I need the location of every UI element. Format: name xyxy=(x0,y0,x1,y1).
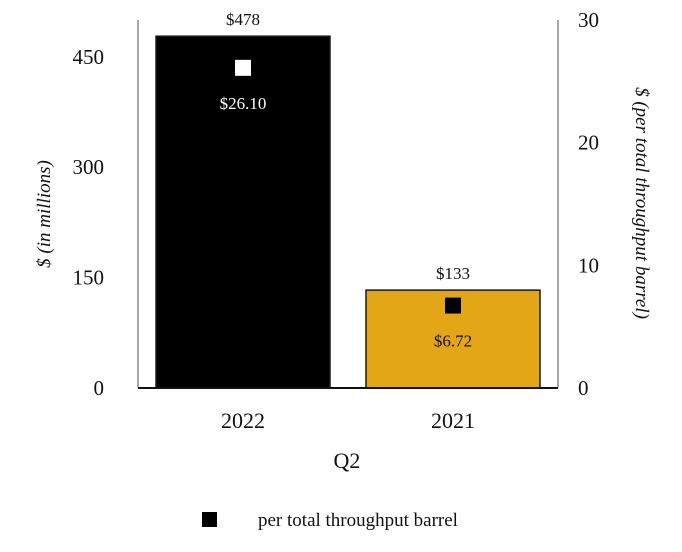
y2-tick-label: 20 xyxy=(578,131,599,155)
y-tick-label: 0 xyxy=(94,376,105,400)
markers-layer xyxy=(235,59,461,314)
y-tick-label: 450 xyxy=(73,45,105,69)
x-axis-label: Q2 xyxy=(334,448,361,473)
legend-label: per total throughput barrel xyxy=(258,510,458,531)
marker-value-label-2021: $6.72 xyxy=(434,332,472,351)
legend-marker-square xyxy=(202,512,217,527)
x-tick-label-2022: 2022 xyxy=(221,408,265,433)
marker-value-label-2022: $26.10 xyxy=(220,94,267,113)
y2-tick-label: 30 xyxy=(578,8,599,32)
y-axis-label: $ (in millions) xyxy=(34,160,55,268)
y2-tick-label: 0 xyxy=(578,376,589,400)
bar-value-label-2022: $478 xyxy=(226,10,260,29)
bars-layer xyxy=(155,35,541,389)
bar-value-label-2021: $133 xyxy=(436,264,470,283)
y-tick-label: 300 xyxy=(73,155,105,179)
y-tick-label: 150 xyxy=(73,266,105,290)
labels-layer: $478 $26.10 2022 $133 $6.72 2021 xyxy=(220,10,475,433)
y2-tick-label: 10 xyxy=(578,253,599,277)
legend: per total throughput barrel xyxy=(202,510,458,531)
axes-layer: 0 150 300 450 0 10 20 30 xyxy=(73,8,600,400)
y2-axis-label: $ (per total throughput barrel) xyxy=(631,87,652,319)
bar-2022 xyxy=(155,35,331,389)
marker-2021 xyxy=(445,297,461,314)
marker-2022 xyxy=(235,59,251,76)
x-tick-label-2021: 2021 xyxy=(431,408,475,433)
